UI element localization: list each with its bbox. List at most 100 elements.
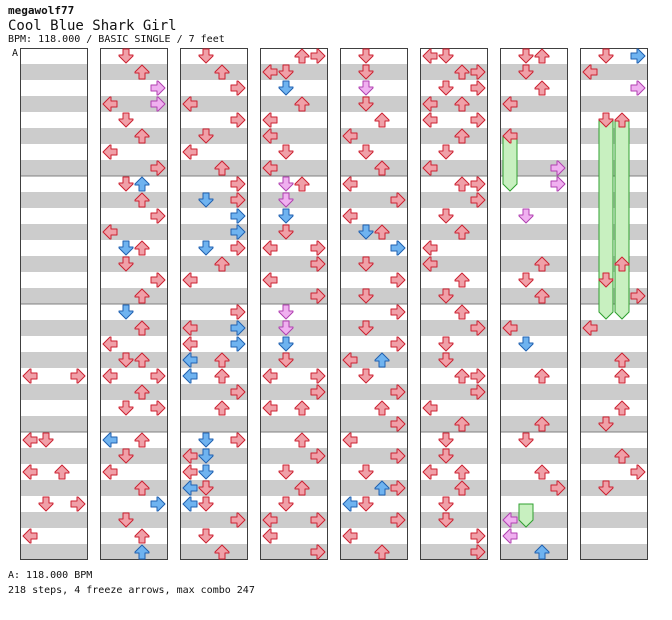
- step-arrow-up: [134, 240, 150, 256]
- step-arrow-up: [454, 480, 470, 496]
- step-arrow-left: [502, 128, 518, 144]
- step-arrow-down: [518, 272, 534, 288]
- step-arrow-left: [342, 352, 358, 368]
- step-arrow-left: [182, 464, 198, 480]
- step-arrow-down: [358, 48, 374, 64]
- beat-stripe: [580, 416, 648, 432]
- step-arrow-up: [454, 96, 470, 112]
- step-arrow-right: [230, 208, 246, 224]
- beat-stripe: [500, 416, 568, 432]
- step-arrow-left: [342, 208, 358, 224]
- step-arrow-right: [470, 80, 486, 96]
- step-arrow-up: [134, 320, 150, 336]
- step-arrow-left: [182, 336, 198, 352]
- beat-stripe: [20, 448, 88, 464]
- beat-stripe: [100, 448, 168, 464]
- beat-stripe: [580, 448, 648, 464]
- step-arrow-down: [118, 112, 134, 128]
- beat-stripe: [180, 192, 248, 208]
- step-arrow-right: [470, 64, 486, 80]
- step-arrow-up: [614, 368, 630, 384]
- step-arrow-left: [262, 64, 278, 80]
- step-arrow-left: [182, 144, 198, 160]
- step-arrow-left: [342, 528, 358, 544]
- step-arrow-down: [358, 144, 374, 160]
- step-arrow-down: [118, 304, 134, 320]
- beat-stripe: [580, 544, 648, 560]
- step-arrow-up: [454, 176, 470, 192]
- step-arrow-down: [198, 480, 214, 496]
- beat-stripe: [340, 480, 408, 496]
- chart-column-8: [580, 48, 648, 560]
- step-arrow-up: [214, 160, 230, 176]
- step-arrow-down: [438, 208, 454, 224]
- step-arrow-left: [262, 240, 278, 256]
- step-arrow-right: [550, 160, 566, 176]
- beat-stripe: [180, 64, 248, 80]
- step-arrow-right: [550, 480, 566, 496]
- step-arrow-down: [518, 64, 534, 80]
- beat-stripe: [420, 480, 488, 496]
- beat-stripe: [420, 544, 488, 560]
- step-arrow-up: [134, 544, 150, 560]
- step-arrow-up: [214, 352, 230, 368]
- step-arrow-right: [470, 528, 486, 544]
- chart-column-3: [180, 48, 248, 560]
- step-arrow-left: [102, 224, 118, 240]
- step-arrow-left: [182, 96, 198, 112]
- step-arrow-right: [150, 80, 166, 96]
- beat-stripe: [340, 352, 408, 368]
- step-arrow-left: [502, 320, 518, 336]
- step-arrow-left: [582, 64, 598, 80]
- beat-stripe: [580, 192, 648, 208]
- step-arrow-down: [278, 320, 294, 336]
- beat-stripe: [420, 352, 488, 368]
- column-border: [340, 48, 408, 560]
- beat-stripe: [180, 256, 248, 272]
- beat-stripe: [100, 256, 168, 272]
- step-arrow-right: [150, 400, 166, 416]
- column-border: [180, 48, 248, 560]
- beat-stripe: [100, 96, 168, 112]
- step-arrow-left: [262, 272, 278, 288]
- beat-stripe: [260, 384, 328, 400]
- step-arrow-up: [534, 368, 550, 384]
- beat-stripe: [340, 544, 408, 560]
- beat-stripe: [580, 64, 648, 80]
- beat-stripe: [260, 544, 328, 560]
- beat-stripe: [260, 160, 328, 176]
- beat-stripe: [580, 256, 648, 272]
- step-arrow-down: [198, 448, 214, 464]
- step-arrow-up: [454, 416, 470, 432]
- step-arrow-right: [630, 288, 646, 304]
- step-arrow-right: [390, 448, 406, 464]
- beat-stripe: [100, 320, 168, 336]
- step-arrow-up: [454, 304, 470, 320]
- step-arrow-up: [134, 480, 150, 496]
- step-arrow-up: [294, 48, 310, 64]
- step-arrow-down: [278, 80, 294, 96]
- step-arrow-left: [262, 128, 278, 144]
- beat-stripe: [20, 128, 88, 144]
- beat-stripe: [420, 64, 488, 80]
- step-arrow-right: [470, 112, 486, 128]
- step-arrow-right: [390, 192, 406, 208]
- beat-stripe: [100, 160, 168, 176]
- beat-stripe: [260, 96, 328, 112]
- beat-stripe: [180, 128, 248, 144]
- step-arrow-right: [310, 288, 326, 304]
- step-arrow-down: [518, 432, 534, 448]
- step-arrow-left: [342, 128, 358, 144]
- step-arrow-down: [198, 128, 214, 144]
- step-arrow-up: [54, 464, 70, 480]
- freeze-arrow: [502, 135, 518, 192]
- step-arrow-down: [358, 64, 374, 80]
- step-arrow-down: [518, 208, 534, 224]
- step-arrow-up: [454, 64, 470, 80]
- step-arrow-up: [134, 192, 150, 208]
- step-arrow-down: [118, 256, 134, 272]
- step-arrow-down: [118, 448, 134, 464]
- step-arrow-down: [278, 208, 294, 224]
- step-arrow-down: [438, 80, 454, 96]
- step-arrow-right: [150, 368, 166, 384]
